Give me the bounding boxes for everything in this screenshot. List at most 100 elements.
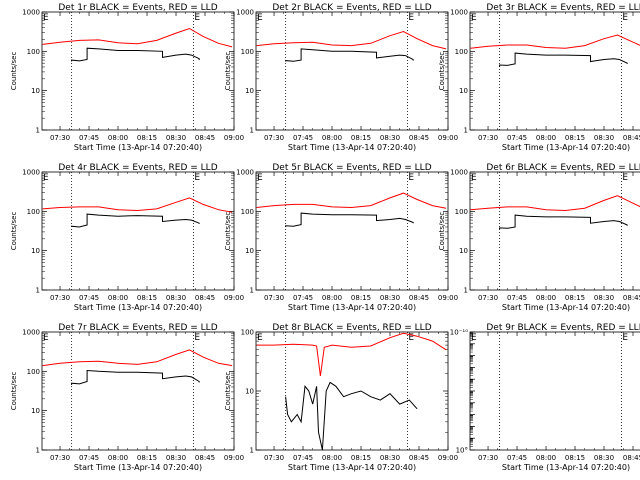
x-tick-label: 07:30 — [478, 454, 498, 462]
x-tick-label: 08:15 — [565, 294, 585, 302]
panel-det-4: Det 4r BLACK = Events, RED = LLD 1 10 100 10… — [10, 163, 244, 312]
x-tick-label: 09:00 — [224, 454, 244, 462]
series-line-events — [285, 212, 414, 227]
x-tick-label: 08:45 — [195, 454, 215, 462]
marker-label: E — [471, 13, 477, 23]
x-tick-label: 08:15 — [351, 134, 371, 142]
x-tick-label: 08:00 — [322, 294, 342, 302]
x-tick-label: 08:00 — [536, 454, 556, 462]
x-axis-label: Start Time (13-Apr-14 07:20:40) — [502, 143, 630, 152]
x-tick-label: 08:00 — [322, 134, 342, 142]
marker-label: E — [408, 333, 414, 343]
panel-det-1: Det 1r BLACK = Events, RED = LLD 1 10 100 10… — [10, 3, 244, 152]
y-tick-label: 1 — [36, 127, 40, 135]
marker-label: E — [622, 333, 628, 343]
x-tick-label: 08:30 — [166, 134, 186, 142]
x-axis-label: Start Time (13-Apr-14 07:20:40) — [288, 303, 416, 312]
series-line-events — [71, 369, 200, 385]
x-tick-label: 08:45 — [623, 294, 640, 302]
x-tick-label: 08:45 — [195, 134, 215, 142]
series-line-lld — [42, 349, 233, 367]
x-tick-label: 08:15 — [351, 454, 371, 462]
plot-frame — [469, 171, 640, 291]
x-tick-label: 07:30 — [478, 294, 498, 302]
marker-label: E — [43, 173, 49, 183]
marker-label: E — [194, 333, 200, 343]
x-tick-label: 07:45 — [293, 134, 313, 142]
x-tick-label: 08:30 — [380, 294, 400, 302]
x-tick-label: 07:30 — [264, 294, 284, 302]
y-axis-label: Counts/sec — [10, 372, 18, 411]
x-tick-label: 08:30 — [166, 294, 186, 302]
y-axis-label: Counts/sec — [10, 212, 18, 251]
y-tick-label: 100 — [241, 48, 254, 56]
marker-label: E — [43, 333, 49, 343]
x-tick-label: 08:15 — [565, 134, 585, 142]
x-tick-label: 09:00 — [438, 294, 458, 302]
x-axis-label: Start Time (13-Apr-14 07:20:40) — [502, 303, 630, 312]
x-tick-label: 08:15 — [137, 294, 157, 302]
x-tick-label: 08:30 — [380, 454, 400, 462]
y-tick-label: 1 — [36, 447, 40, 455]
y-axis-label: Counts/sec — [438, 212, 446, 251]
x-tick-label: 08:45 — [409, 134, 429, 142]
panel-title: Det 6r BLACK = Events, RED = LLD — [486, 163, 640, 173]
x-tick-label: 07:45 — [79, 134, 99, 142]
x-tick-label: 08:15 — [137, 134, 157, 142]
panel-det-5: Det 5r BLACK = Events, RED = LLD 1 10 100 10… — [224, 163, 458, 312]
x-tick-label: 08:00 — [536, 294, 556, 302]
x-tick-label: 07:30 — [264, 134, 284, 142]
x-axis-label: Start Time (13-Apr-14 07:20:40) — [74, 463, 202, 472]
plot-frame — [255, 11, 449, 131]
y-tick-label: 1000 — [450, 9, 468, 17]
x-axis-label: Start Time (13-Apr-14 07:20:40) — [288, 463, 416, 472]
x-axis-label: Start Time (13-Apr-14 07:20:40) — [288, 143, 416, 152]
y-axis-label: Counts/sec — [224, 372, 232, 411]
x-tick-label: 08:30 — [594, 294, 614, 302]
x-tick-label: 07:45 — [293, 294, 313, 302]
x-tick-label: 08:45 — [195, 294, 215, 302]
panel-title: Det 5r BLACK = Events, RED = LLD — [272, 163, 431, 173]
panel-title: Det 1r BLACK = Events, RED = LLD — [58, 3, 217, 13]
panel-title: Det 9r BLACK = Events, RED = LLD — [486, 323, 640, 333]
x-tick-label: 07:30 — [50, 134, 70, 142]
x-tick-label: 09:00 — [224, 134, 244, 142]
x-tick-label: 08:45 — [409, 294, 429, 302]
series-line-lld — [470, 195, 640, 212]
y-tick-label: 1 — [36, 287, 40, 295]
plot-frame — [41, 171, 235, 291]
panel-title: Det 8r BLACK = Events, RED = LLD — [272, 323, 431, 333]
marker-label: E — [622, 173, 628, 183]
y-tick-label: 1 — [250, 287, 254, 295]
y-tick-label: 100 — [27, 368, 40, 376]
y-tick-label: 1000 — [22, 169, 40, 177]
panel-title: Det 7r BLACK = Events, RED = LLD — [58, 323, 217, 333]
x-tick-label: 08:00 — [108, 454, 128, 462]
marker-label: E — [43, 13, 49, 23]
y-tick-label: 1000 — [22, 329, 40, 337]
x-tick-label: 07:45 — [293, 454, 313, 462]
y-tick-label: 1000 — [22, 9, 40, 17]
x-axis-label: Start Time (13-Apr-14 07:20:40) — [74, 143, 202, 152]
x-tick-label: 08:30 — [166, 454, 186, 462]
panel-title: Det 4r BLACK = Events, RED = LLD — [58, 163, 217, 173]
marker-label: E — [622, 13, 628, 23]
marker-label: E — [408, 173, 414, 183]
x-tick-label: 07:45 — [507, 294, 527, 302]
y-tick-label: 100 — [27, 208, 40, 216]
x-tick-label: 07:45 — [507, 134, 527, 142]
series-line-lld — [42, 27, 233, 48]
panel-det-8: Det 8r BLACK = Events, RED = LLD 1 10 100 07… — [224, 323, 458, 472]
x-tick-label: 08:00 — [108, 294, 128, 302]
plot-frame — [41, 11, 235, 131]
series-line-lld — [256, 192, 447, 209]
x-axis-label: Start Time (13-Apr-14 07:20:40) — [74, 303, 202, 312]
y-tick-label: 10° — [456, 447, 468, 455]
x-tick-label: 08:15 — [565, 454, 585, 462]
x-tick-label: 08:15 — [137, 454, 157, 462]
y-axis-label: Counts/sec — [224, 52, 232, 91]
panel-det-2: Det 2r BLACK = Events, RED = LLD 1 10 100 10… — [224, 3, 458, 152]
plot-frame — [469, 331, 640, 451]
x-tick-label: 08:30 — [594, 134, 614, 142]
series-line-lld — [256, 30, 447, 50]
